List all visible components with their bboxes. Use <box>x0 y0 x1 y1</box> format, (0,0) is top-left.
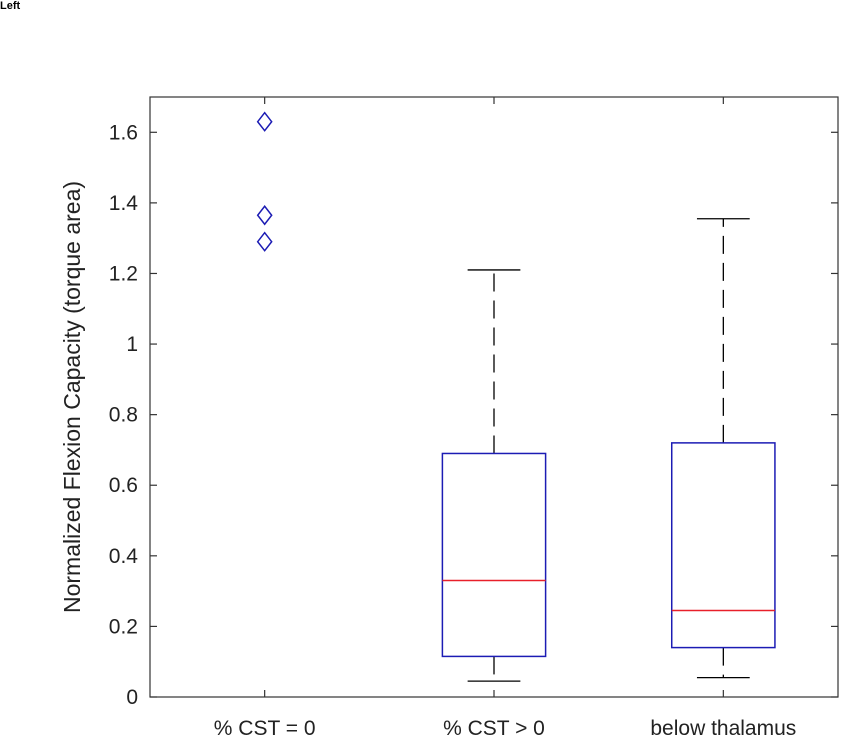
outlier-marker <box>256 231 273 252</box>
x-tick-label: % CST = 0 <box>214 717 316 740</box>
outlier-marker <box>256 205 273 226</box>
y-tick-label: 0.2 <box>109 615 138 638</box>
panel-label: Left <box>0 0 21 12</box>
y-tick-label: 1.4 <box>109 192 139 215</box>
y-tick-label: 0.4 <box>109 545 139 568</box>
plot-marks <box>256 111 776 682</box>
y-tick-label: 1 <box>126 333 138 356</box>
outlier-marker <box>256 111 273 132</box>
iqr-box <box>441 452 547 658</box>
y-tick-label: 1.6 <box>109 121 138 144</box>
y-tick-label: 0.6 <box>109 474 138 497</box>
y-tick-label: 0.8 <box>109 404 138 427</box>
y-tick-label: 0 <box>126 686 138 709</box>
y-tick-label: 1.2 <box>109 262 138 285</box>
axis-ticks: 0 0.2 0.4 0.6 0.8 1 1.2 1.4 1.6 % CST = 0 % CST > … <box>109 97 838 740</box>
y-axis-title: Normalized Flexion Capacity (torque area… <box>59 181 85 613</box>
x-tick-label: % CST > 0 <box>443 717 545 740</box>
x-tick-label: below thalamus <box>650 717 796 740</box>
iqr-box <box>670 442 776 649</box>
